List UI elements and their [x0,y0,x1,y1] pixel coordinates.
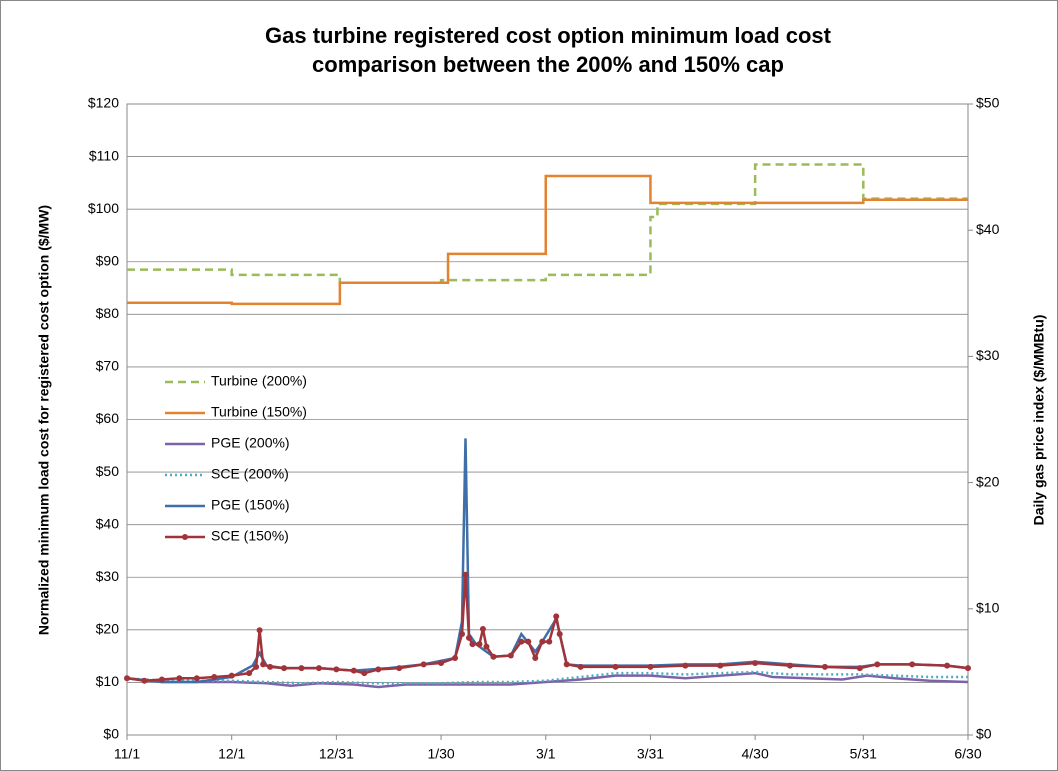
series-line [126,671,969,689]
y2-tick-label: $50 [976,95,1000,111]
y-tick-label: $90 [96,252,120,268]
series-marker [821,663,828,670]
series-marker [396,665,403,672]
series-marker [260,661,267,668]
y2-tick-label: $0 [976,726,992,742]
legend-label: Turbine (150%) [211,404,307,420]
series-marker [490,653,497,660]
series-marker [462,571,469,578]
series-marker [375,666,382,673]
x-tick-label: 11/1 [114,746,140,762]
series-marker [856,665,863,672]
series-marker [525,638,532,645]
series-marker [483,643,490,650]
y-tick-label: $60 [96,410,120,426]
series-marker [141,677,148,684]
y-tick-label: $10 [96,673,120,689]
series-marker [333,666,340,673]
plot-border [126,103,969,736]
y2-tick-label: $10 [976,600,1000,616]
series-marker [874,661,881,668]
y2-tick-label: $20 [976,473,1000,489]
x-tick-label: 3/31 [637,746,664,762]
series-marker [452,655,459,662]
series-marker [507,652,514,659]
y-tick-label: $20 [96,621,120,637]
series-marker [246,670,253,677]
series-marker [361,670,368,677]
y-tick-label: $120 [88,95,119,111]
y-tick-label: $50 [96,463,120,479]
y-tick-label: $110 [89,147,119,163]
series-marker [350,667,357,674]
series-marker [211,673,218,680]
legend-label: PGE (200%) [211,435,290,451]
x-tick-label: 4/30 [742,746,769,762]
series-marker [556,631,563,638]
x-tick-label: 3/1 [536,746,556,762]
x-tick-label: 12/31 [319,746,354,762]
series-marker [965,665,971,672]
series-marker [420,661,427,668]
series-marker [479,625,486,632]
series-marker [281,665,288,672]
series-marker [459,631,466,638]
series-marker [909,661,916,668]
y-tick-label: $100 [88,200,119,216]
x-tick-label: 12/1 [218,746,245,762]
series-marker [298,665,305,672]
y-tick-label: $70 [96,358,120,374]
series-marker [438,660,445,667]
series-marker [787,662,794,669]
series-marker [267,663,274,670]
series-marker [228,672,235,679]
series-marker [944,662,951,669]
series-marker [532,655,539,662]
x-tick-label: 6/30 [954,746,981,762]
series-marker [124,675,130,682]
y-axis-label: Normalized minimum load cost for registe… [36,205,52,635]
series-marker [539,638,546,645]
series-marker [717,662,724,669]
series-marker [752,660,759,667]
series-marker [469,641,476,648]
series-marker [176,675,183,682]
series-marker [253,663,260,670]
legend-label: PGE (150%) [211,497,290,513]
legend-marker [182,534,188,540]
series-line [127,174,968,306]
series-marker [518,638,525,645]
series-marker [612,663,619,670]
x-tick-label: 5/31 [850,746,877,762]
series-marker [158,676,165,683]
y2-tick-label: $30 [976,347,1000,363]
legend-label: Turbine (200%) [211,373,307,389]
series-line [127,163,968,285]
legend-label: SCE (200%) [211,466,289,482]
legend-label: SCE (150%) [211,528,289,544]
x-tick-label: 1/30 [427,746,454,762]
series-marker [256,627,263,634]
series-marker [193,675,200,682]
y-tick-label: $40 [96,515,120,531]
series-marker [563,661,570,668]
series-marker [553,613,560,620]
series-marker [647,663,654,670]
series-marker [465,634,472,641]
y-tick-label: $0 [103,726,119,742]
y-tick-label: $30 [96,568,120,584]
y2-tick-label: $40 [976,221,1000,237]
y-tick-label: $80 [96,305,120,321]
series-marker [315,665,322,672]
series-marker [577,663,584,670]
series-marker [682,662,689,669]
chart-title: Gas turbine registered cost option minim… [265,23,832,48]
y2-axis-label: Daily gas price index ($/MMBtu) [1031,315,1047,526]
series-marker [546,638,553,645]
chart-title: comparison between the 200% and 150% cap [312,52,784,77]
series-marker [476,641,483,648]
